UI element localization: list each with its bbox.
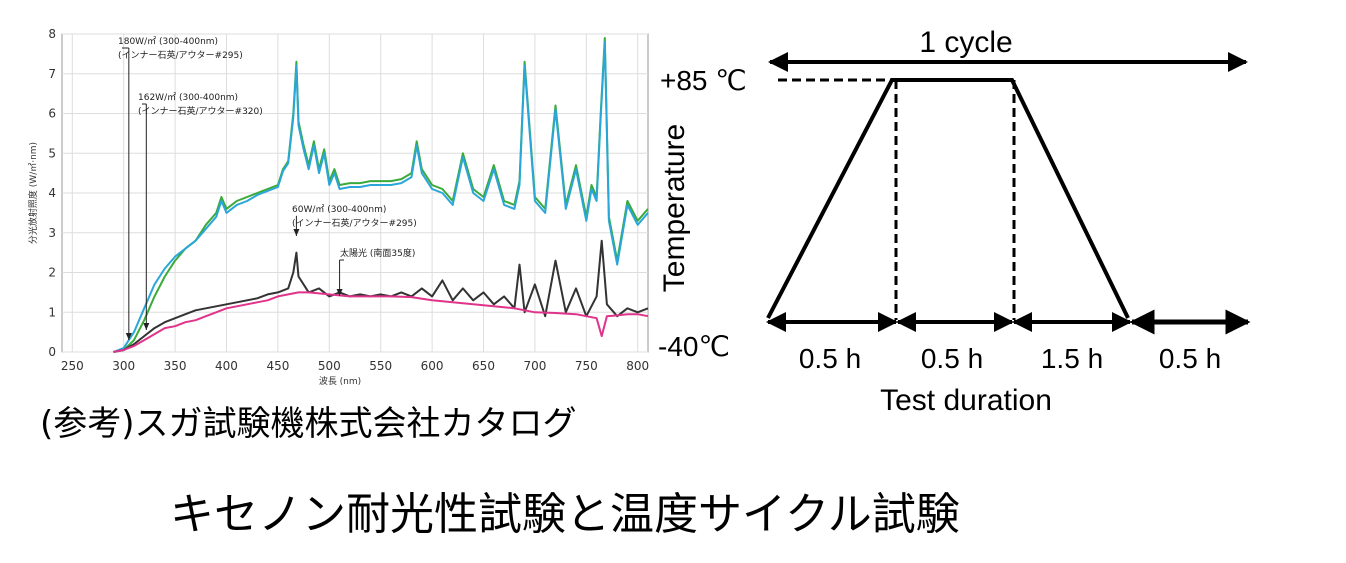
x-tick-label: 600 — [421, 359, 444, 373]
annotations: 180W/㎡ (300-400nm) (インナー石英/アウター#295) 162W/… — [118, 36, 417, 340]
y-tick-label: 0 — [48, 345, 56, 359]
annotation-label: 60W/㎡ (300-400nm) — [292, 204, 386, 215]
spectrum-chart: 180W/㎡ (300-400nm) (インナー石英/アウター#295) 162W/… — [27, 27, 649, 387]
temperature-profile — [766, 78, 1130, 319]
y-tick-labels: 0 1 2 3 4 5 6 7 8 — [48, 27, 56, 359]
annotation-label: 太陽光 (南面35度) — [340, 247, 415, 259]
y-high-label: +85 ℃ — [660, 65, 747, 96]
series-group — [113, 37, 649, 353]
x-tick-label: 500 — [318, 359, 341, 373]
y-tick-label: 5 — [48, 146, 56, 160]
source-caption: (参考)スガ試験機株式会社カタログ — [40, 404, 577, 444]
x-tick-label: 550 — [369, 359, 392, 373]
annotation-arrowhead — [125, 333, 132, 340]
annotation-label: 162W/㎡ (300-400nm) — [138, 92, 238, 103]
segment-label-3: 1.5 h — [1041, 343, 1103, 374]
annotation-sublabel: (インナー石英/アウター#295) — [118, 49, 243, 61]
annotation-sublabel: (インナー石英/アウター#295) — [292, 217, 417, 229]
x-tick-label: 750 — [575, 359, 598, 373]
x-tick-label: 800 — [626, 359, 649, 373]
y-tick-label: 6 — [48, 107, 56, 121]
segment-label-4: 0.5 h — [1159, 343, 1221, 374]
segment-label-2: 0.5 h — [921, 343, 983, 374]
y-tick-label: 8 — [48, 27, 56, 41]
x-tick-label: 650 — [472, 359, 495, 373]
y-low-label: -40℃ — [658, 331, 730, 362]
y-axis-label: Temperature — [658, 124, 691, 292]
x-tick-label: 300 — [112, 359, 135, 373]
segment-label-1: 0.5 h — [799, 343, 861, 374]
x-axis-label: Test duration — [880, 384, 1052, 417]
x-axis-label: 波長 (nm) — [319, 375, 361, 387]
series-line-4 — [113, 291, 649, 353]
temperature-cycle-diagram: 1 cycle +85 ℃ -40℃ Temperature 0.5 h 0.5… — [658, 26, 1251, 417]
x-tick-label: 700 — [523, 359, 546, 373]
y-tick-label: 3 — [48, 226, 56, 240]
series-line-2 — [113, 40, 649, 353]
x-tick-labels: 250 300 350 400 450 500 550 600 650 700 750 800 — [61, 359, 649, 373]
y-tick-label: 1 — [48, 305, 56, 319]
annotation-sublabel: (インナー石英/アウター#320) — [138, 105, 263, 117]
y-tick-label: 2 — [48, 266, 56, 280]
x-tick-label: 400 — [215, 359, 238, 373]
annotation-label: 180W/㎡ (300-400nm) — [118, 36, 218, 47]
x-tick-label: 350 — [164, 359, 187, 373]
x-tick-label: 250 — [61, 359, 84, 373]
y-tick-label: 4 — [48, 186, 56, 200]
page-title: キセノン耐光性試験と温度サイクル試験 — [170, 489, 960, 540]
cycle-title: 1 cycle — [919, 26, 1012, 59]
annotation-arrowhead — [293, 229, 300, 236]
y-axis-label: 分光放射照度 (W/㎡·nm) — [27, 142, 39, 244]
y-tick-label: 7 — [48, 67, 56, 81]
x-tick-label: 450 — [266, 359, 289, 373]
annotation-arrowhead — [143, 323, 150, 330]
annotation-arrowhead — [336, 289, 343, 296]
